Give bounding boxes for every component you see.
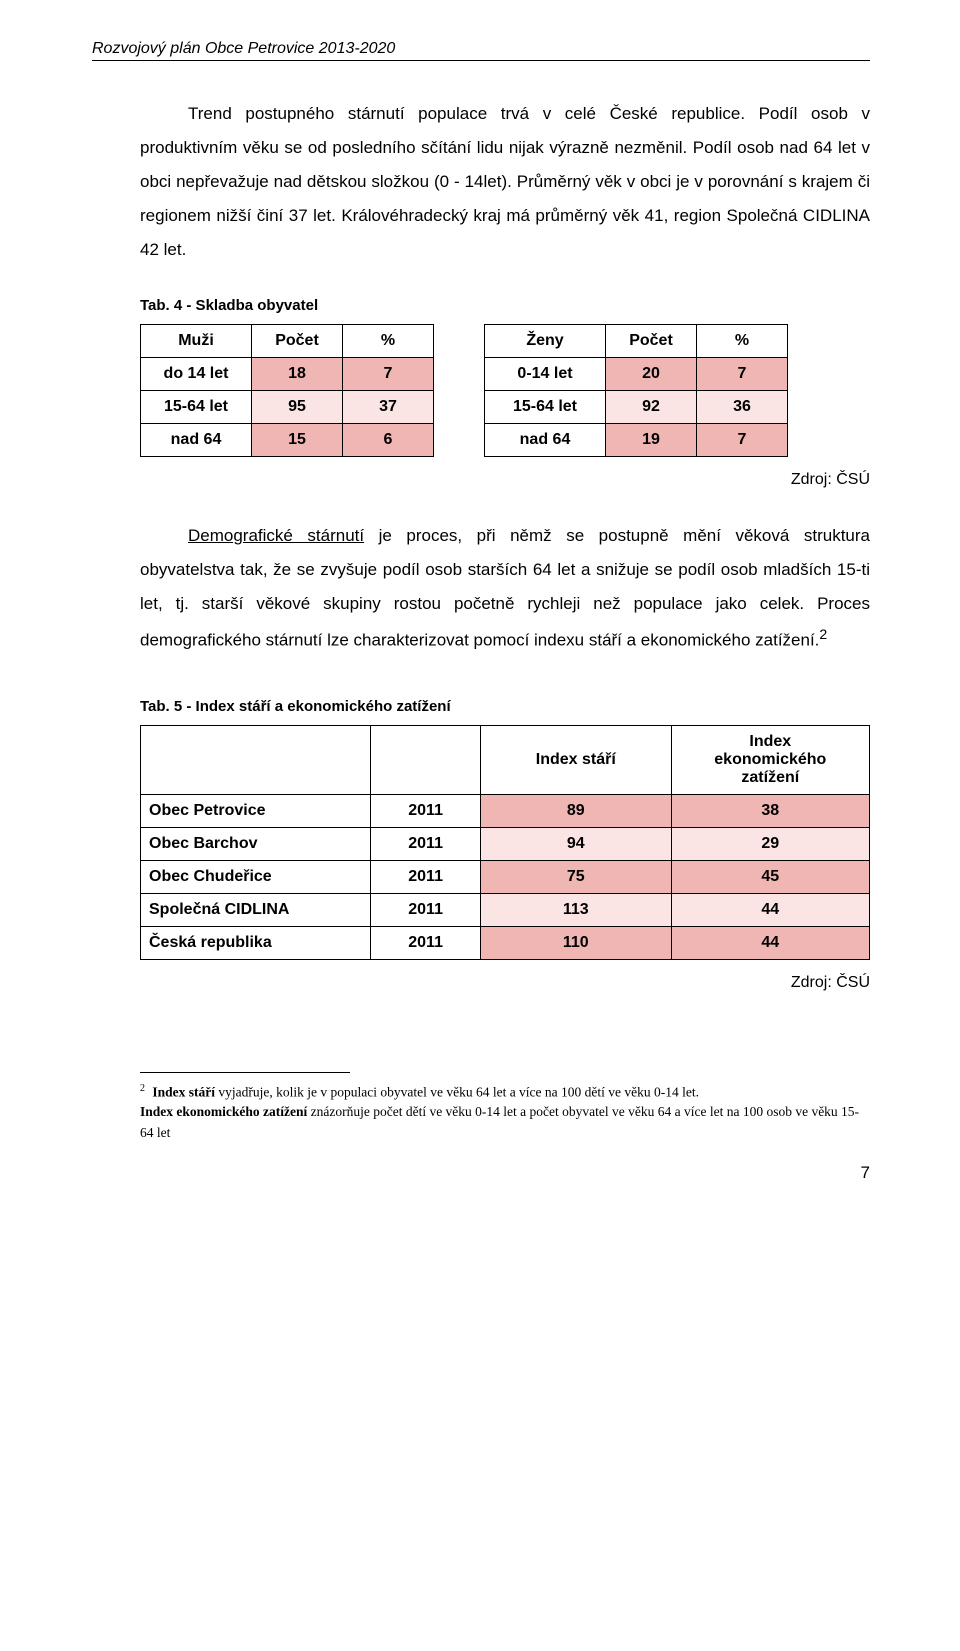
- table-cell: 7: [697, 358, 788, 391]
- table-cell: 2011: [371, 827, 481, 860]
- table-cell: 7: [697, 424, 788, 457]
- tab4-source: Zdroj: ČSÚ: [140, 471, 870, 489]
- page-number: 7: [140, 1163, 870, 1183]
- footnote-text1: vyjadřuje, kolik je v populaci obyvatel …: [215, 1084, 699, 1099]
- table-row: Obec Barchov20119429: [141, 827, 870, 860]
- table-cell: 110: [481, 926, 672, 959]
- table-row: Česká republika201111044: [141, 926, 870, 959]
- table-cell: 2011: [371, 926, 481, 959]
- table-cell: Obec Chudeřice: [141, 860, 371, 893]
- table-cell: 20: [606, 358, 697, 391]
- table-header-cell: Ženy: [485, 325, 606, 358]
- tab5-source: Zdroj: ČSÚ: [140, 974, 870, 992]
- table-cell: 2011: [371, 794, 481, 827]
- table-header-cell: [371, 725, 481, 794]
- table-cell: Obec Petrovice: [141, 794, 371, 827]
- footnote-separator: [140, 1072, 350, 1073]
- table-row: Obec Petrovice20118938: [141, 794, 870, 827]
- table-cell: 45: [671, 860, 869, 893]
- table-cell: 29: [671, 827, 869, 860]
- table-row: 15-64 let9236: [485, 391, 788, 424]
- table-cell: 36: [697, 391, 788, 424]
- table-cell: nad 64: [141, 424, 252, 457]
- table-cell: 15-64 let: [141, 391, 252, 424]
- table-cell: 19: [606, 424, 697, 457]
- table-cell: 6: [343, 424, 434, 457]
- paragraph-1: Trend postupného stárnutí populace trvá …: [140, 97, 870, 267]
- table-cell: 15: [252, 424, 343, 457]
- table-cell: 92: [606, 391, 697, 424]
- footnote-bold2: Index ekonomického zatížení: [140, 1104, 307, 1119]
- table-cell: Obec Barchov: [141, 827, 371, 860]
- table-header-cell: Indexekonomickéhozatížení: [671, 725, 869, 794]
- table-cell: 2011: [371, 893, 481, 926]
- table-cell: 0-14 let: [485, 358, 606, 391]
- tab4-tables: MužiPočet%do 14 let18715-64 let9537nad 6…: [140, 324, 870, 457]
- table-cell: 94: [481, 827, 672, 860]
- table-header-cell: Počet: [252, 325, 343, 358]
- table-row: nad 64197: [485, 424, 788, 457]
- table-cell: Česká republika: [141, 926, 371, 959]
- table-header-cell: Počet: [606, 325, 697, 358]
- table-cell: 44: [671, 893, 869, 926]
- footnote-bold1: Index stáří: [152, 1084, 215, 1099]
- table-cell: 75: [481, 860, 672, 893]
- tab5-caption: Tab. 5 - Index stáří a ekonomického zatí…: [140, 698, 870, 715]
- table-row: 0-14 let207: [485, 358, 788, 391]
- paragraph-2: Demografické stárnutí je proces, při něm…: [140, 519, 870, 658]
- footnote-num: 2: [140, 1083, 145, 1094]
- tab4-caption: Tab. 4 - Skladba obyvatel: [140, 297, 870, 314]
- table-header-cell: %: [343, 325, 434, 358]
- document-header: Rozvojový plán Obce Petrovice 2013-2020: [92, 40, 870, 61]
- tab4-left-table: MužiPočet%do 14 let18715-64 let9537nad 6…: [140, 324, 434, 457]
- table-row: Obec Chudeřice20117545: [141, 860, 870, 893]
- para2-lead: Demografické stárnutí: [188, 526, 364, 545]
- table-cell: do 14 let: [141, 358, 252, 391]
- table-row: nad 64156: [141, 424, 434, 457]
- footnote-ref: 2: [819, 627, 827, 643]
- table-cell: 37: [343, 391, 434, 424]
- table-header-cell: Index stáří: [481, 725, 672, 794]
- table-cell: 15-64 let: [485, 391, 606, 424]
- footnote-text: 2 Index stáří vyjadřuje, kolik je v popu…: [140, 1081, 870, 1143]
- tab5-table: Index stáříIndexekonomickéhozatíženíObec…: [140, 725, 870, 960]
- table-row: 15-64 let9537: [141, 391, 434, 424]
- table-cell: nad 64: [485, 424, 606, 457]
- table-cell: 89: [481, 794, 672, 827]
- table-cell: 95: [252, 391, 343, 424]
- table-row: do 14 let187: [141, 358, 434, 391]
- table-cell: 44: [671, 926, 869, 959]
- table-cell: 38: [671, 794, 869, 827]
- table-cell: 113: [481, 893, 672, 926]
- tab4-right-table: ŽenyPočet%0-14 let20715-64 let9236nad 64…: [484, 324, 788, 457]
- table-row: Společná CIDLINA201111344: [141, 893, 870, 926]
- table-cell: 18: [252, 358, 343, 391]
- table-header-cell: %: [697, 325, 788, 358]
- table-cell: 2011: [371, 860, 481, 893]
- table-header-cell: Muži: [141, 325, 252, 358]
- table-cell: 7: [343, 358, 434, 391]
- table-cell: Společná CIDLINA: [141, 893, 371, 926]
- table-header-cell: [141, 725, 371, 794]
